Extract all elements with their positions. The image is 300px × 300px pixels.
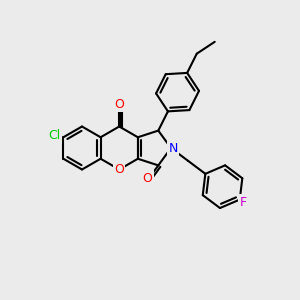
Text: O: O — [114, 98, 124, 111]
Text: N: N — [168, 142, 178, 154]
Text: O: O — [114, 163, 124, 176]
Text: O: O — [142, 172, 152, 185]
Text: F: F — [239, 196, 247, 208]
Text: Cl: Cl — [48, 129, 61, 142]
